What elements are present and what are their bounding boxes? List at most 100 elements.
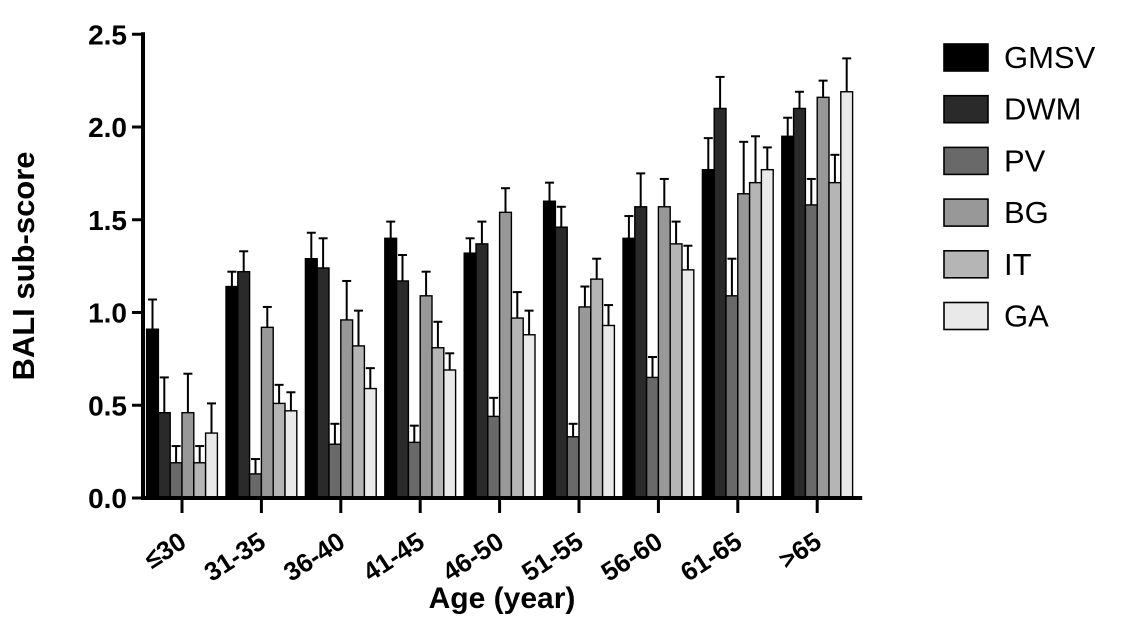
errorbar-IT-36-40	[354, 309, 363, 346]
x-axis-labels: ≤30 31-35 36-40 41-45 46-50 51-55 56-60 61-65 >6…	[139, 526, 827, 587]
errorbar-GMSV-61-65	[703, 137, 713, 170]
bar-GA-36-40	[363, 387, 377, 499]
errorbar-GMSV-≤30	[148, 298, 157, 330]
errorbar-DWM-41-45	[398, 253, 407, 281]
errorbar-GA-≤30	[207, 402, 216, 434]
x-tick-label-51-55: 51-55	[516, 526, 588, 587]
bar-BG-36-40	[340, 319, 354, 499]
bar-IT-51-55	[590, 278, 604, 499]
errorbar-IT-41-45	[433, 320, 443, 348]
y-tick-label-1.5: 1.5	[88, 205, 127, 236]
bar-DWM-41-45	[395, 280, 410, 499]
bar-BG-≤30	[181, 411, 195, 499]
bar-BG-41-45	[419, 295, 433, 499]
bar-GA-≤30	[204, 432, 219, 499]
legend-swatch-BG	[943, 198, 989, 227]
bar-PV-46-50	[487, 415, 501, 499]
errorbar-BG-31-35	[262, 305, 272, 328]
bar-GA-61-65	[760, 168, 774, 499]
bar-PV-≤30	[169, 462, 183, 499]
x-tick-label->65: >65	[773, 526, 826, 575]
errorbar-IT-≤30	[195, 445, 205, 463]
bar-GMSV-46-50	[463, 252, 477, 499]
errorbar-GMSV-56-60	[624, 215, 634, 239]
error-bars-layer	[148, 57, 852, 474]
bar-BG-51-55	[578, 306, 592, 499]
errorbar-GA-31-35	[286, 391, 296, 411]
errorbar-GMSV-31-35	[227, 270, 237, 287]
x-tick-label-36-40: 36-40	[278, 526, 350, 587]
legend-label-PV: PV	[1004, 143, 1046, 178]
bar-GMSV-≤30	[145, 328, 160, 499]
x-tick-label-46-50: 46-50	[437, 526, 509, 587]
axes-layer: 0.0 0.5 1.0 1.5 2.0 2.5	[88, 19, 863, 514]
bar-PV-56-60	[645, 376, 660, 499]
bar-IT-31-35	[272, 402, 286, 499]
bar-IT-36-40	[351, 345, 366, 499]
errorbar-DWM->65	[795, 90, 804, 109]
errorbar-PV-≤30	[171, 445, 181, 463]
bar-BG-46-50	[498, 211, 513, 499]
x-tick-label-31-35: 31-35	[199, 526, 271, 587]
errorbar-PV-46-50	[489, 396, 499, 417]
errorbar-BG-41-45	[421, 270, 431, 296]
errorbar-DWM-51-55	[556, 205, 566, 228]
errorbar-BG->65	[818, 79, 828, 98]
errorbar-BG-56-60	[659, 177, 669, 207]
errorbar-GMSV-51-55	[545, 181, 554, 202]
y-axis-title: BALI sub-score	[6, 151, 41, 380]
errorbar-IT-46-50	[512, 291, 522, 319]
bar-PV-41-45	[407, 441, 421, 499]
legend: GMSV DWM PV BG IT GA	[943, 40, 1096, 334]
bar-DWM-56-60	[634, 206, 648, 499]
errorbar-DWM-46-50	[477, 220, 487, 244]
errorbar-BG-36-40	[342, 279, 352, 320]
bar-IT-≤30	[193, 462, 207, 499]
bar-IT-46-50	[510, 317, 524, 499]
bar-GA-51-55	[601, 324, 616, 499]
errorbar-IT->65	[830, 153, 840, 183]
errorbar-GMSV-41-45	[386, 220, 396, 239]
errorbar-DWM-36-40	[318, 237, 328, 268]
legend-swatch-IT	[943, 250, 989, 279]
bar-GMSV-51-55	[542, 200, 557, 499]
bar-DWM-46-50	[475, 243, 489, 499]
errorbar-IT-31-35	[274, 383, 284, 404]
errorbar-PV-61-65	[727, 257, 737, 296]
legend-label-IT: IT	[1004, 247, 1032, 282]
bar-GMSV-31-35	[225, 285, 239, 499]
bar-DWM->65	[792, 107, 807, 499]
errorbar-IT-56-60	[671, 220, 681, 244]
bar-PV-36-40	[328, 443, 342, 499]
x-tick-label-61-65: 61-65	[675, 526, 747, 587]
errorbar-GA-61-65	[762, 146, 772, 170]
bar-GA-41-45	[443, 369, 457, 499]
legend-label-GMSV: GMSV	[1004, 40, 1096, 75]
errorbar-BG-51-55	[580, 285, 590, 307]
bar-GMSV-36-40	[304, 258, 318, 499]
x-tick-label-41-45: 41-45	[357, 526, 429, 587]
errorbar-GMSV->65	[783, 116, 793, 137]
bar-DWM-31-35	[237, 270, 251, 499]
errorbar-DWM-61-65	[715, 75, 725, 109]
bar-GA-56-60	[681, 269, 695, 499]
bar-DWM-≤30	[157, 411, 171, 499]
legend-label-DWM: DWM	[1004, 92, 1081, 127]
x-tick-label-56-60: 56-60	[596, 526, 668, 587]
errorbar-PV-31-35	[251, 458, 260, 474]
bar-BG-56-60	[657, 206, 671, 499]
bar-GMSV-61-65	[701, 168, 715, 499]
errorbar-GMSV-36-40	[306, 231, 316, 259]
y-tick-label-2.5: 2.5	[88, 19, 127, 50]
y-tick-label-1.0: 1.0	[88, 298, 127, 329]
errorbar-GA-51-55	[604, 304, 613, 326]
bar-GA-31-35	[284, 410, 298, 499]
errorbar-BG-46-50	[501, 187, 510, 213]
bar-PV-31-35	[248, 473, 263, 499]
bar-IT-56-60	[669, 243, 683, 499]
errorbar-IT-51-55	[592, 257, 602, 280]
bar-GA-46-50	[522, 334, 536, 499]
legend-swatch-DWM	[943, 94, 989, 124]
